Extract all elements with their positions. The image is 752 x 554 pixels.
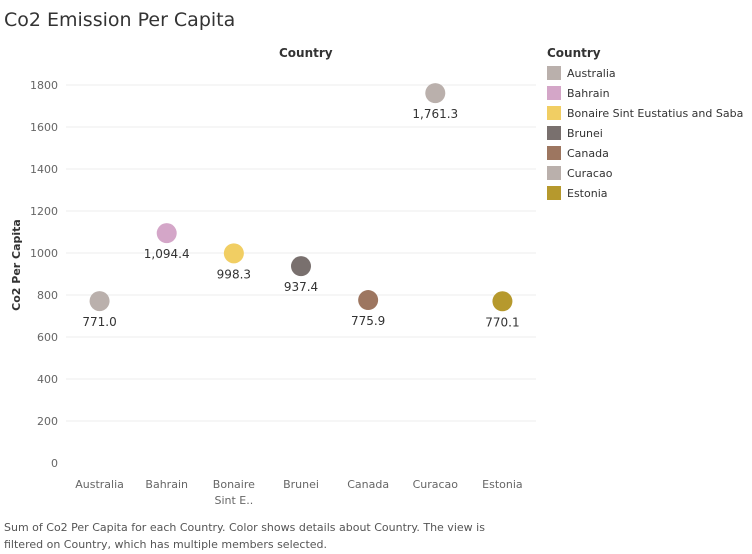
x-tick-label: Brunei bbox=[283, 478, 319, 491]
data-label: 1,094.4 bbox=[144, 247, 190, 261]
column-header: Country bbox=[279, 46, 333, 60]
legend-swatch bbox=[547, 86, 561, 100]
y-tick-label: 800 bbox=[37, 289, 58, 302]
legend-item: Curacao bbox=[547, 163, 743, 183]
legend-item: Australia bbox=[547, 63, 743, 83]
legend-swatch bbox=[547, 166, 561, 180]
data-label: 937.4 bbox=[284, 280, 318, 294]
x-tick-label: Canada bbox=[347, 478, 389, 491]
legend-swatch bbox=[547, 106, 561, 120]
legend-item: Canada bbox=[547, 143, 743, 163]
x-tick-label: Bahrain bbox=[145, 478, 188, 491]
data-point bbox=[492, 291, 513, 312]
caption: Sum of Co2 Per Capita for each Country. … bbox=[4, 519, 504, 553]
legend-label: Brunei bbox=[567, 126, 603, 140]
data-point bbox=[291, 256, 311, 277]
legend-swatch bbox=[547, 186, 561, 200]
legend-item: Estonia bbox=[547, 183, 743, 203]
data-label: 1,761.3 bbox=[412, 107, 458, 121]
legend: Australia Bahrain Bonaire Sint Eustatius a… bbox=[547, 63, 743, 203]
y-tick-label: 1600 bbox=[30, 121, 58, 134]
y-tick-label: 1000 bbox=[30, 247, 58, 260]
data-point bbox=[156, 223, 177, 244]
chart-area: 0 200 400 600 800 1000 1200 1400 1600 1800 Co2 Per… bbox=[10, 79, 536, 507]
y-axis-title: Co2 Per Capita bbox=[10, 219, 23, 311]
legend-label: Bonaire Sint Eustatius and Saba bbox=[567, 106, 744, 120]
x-tick-label: Estonia bbox=[482, 478, 523, 491]
x-tick-label: Australia bbox=[75, 478, 124, 491]
y-tick-label: 400 bbox=[37, 373, 58, 386]
legend-swatch bbox=[547, 146, 561, 160]
legend-title: Country bbox=[547, 46, 601, 60]
data-point bbox=[89, 291, 110, 312]
legend-swatch bbox=[547, 126, 561, 140]
x-tick-label: Curacao bbox=[413, 478, 459, 491]
legend-label: Canada bbox=[567, 146, 609, 160]
legend-label: Bahrain bbox=[567, 86, 610, 100]
y-tick-label: 1200 bbox=[30, 205, 58, 218]
legend-swatch bbox=[547, 66, 561, 80]
data-label: 998.3 bbox=[217, 267, 251, 281]
y-tick-label: 600 bbox=[37, 331, 58, 344]
caption-line-1: Sum of Co2 Per Capita for each Country. … bbox=[4, 521, 485, 534]
data-point bbox=[223, 243, 244, 264]
y-tick-label: 1800 bbox=[30, 79, 58, 92]
legend-item: Brunei bbox=[547, 123, 743, 143]
legend-item: Bahrain bbox=[547, 83, 743, 103]
legend-label: Estonia bbox=[567, 186, 608, 200]
y-tick-label: 0 bbox=[51, 457, 58, 470]
chart-title: Co2 Emission Per Capita bbox=[4, 9, 236, 31]
data-label: 775.9 bbox=[351, 314, 385, 328]
caption-line-2: filtered on Country, which has multiple … bbox=[4, 538, 328, 551]
x-tick-label: Sint E.. bbox=[214, 494, 253, 507]
y-tick-label: 1400 bbox=[30, 163, 58, 176]
data-label: 771.0 bbox=[82, 315, 116, 329]
data-point bbox=[358, 290, 379, 311]
data-label: 770.1 bbox=[485, 315, 519, 329]
legend-label: Curacao bbox=[567, 166, 613, 180]
legend-label: Australia bbox=[567, 66, 616, 80]
legend-item: Bonaire Sint Eustatius and Saba bbox=[547, 103, 743, 123]
x-tick-label: Bonaire bbox=[213, 478, 255, 491]
data-point bbox=[425, 83, 446, 104]
y-tick-label: 200 bbox=[37, 415, 58, 428]
